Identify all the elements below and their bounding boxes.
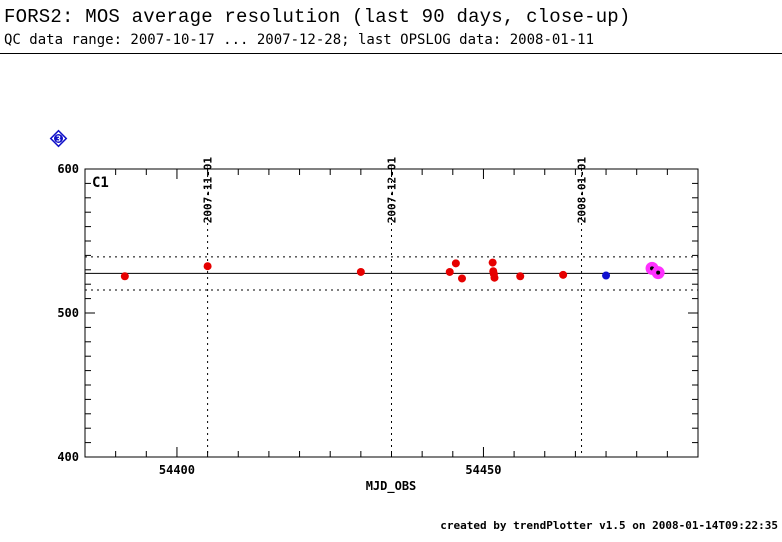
panel-label: C1 (92, 175, 109, 191)
data-point (490, 274, 498, 282)
footer-credit: created by trendPlotter v1.5 on 2008-01-… (440, 519, 778, 532)
data-point (559, 271, 567, 279)
data-point (458, 274, 466, 282)
x-tick-label: 54400 (159, 463, 195, 477)
data-point (489, 259, 497, 267)
x-axis-label: MJD_OBS (366, 479, 417, 494)
x-tick-label: 54450 (465, 463, 501, 477)
trend-plot: 3 54400 54450 400 500 600 2007-11-01 2007-12-… (0, 0, 782, 542)
status-badge-label: 3 (56, 135, 61, 144)
axis-ticks: 54400 54450 400 500 600 (57, 162, 698, 477)
data-point (516, 272, 524, 280)
data-point (446, 268, 454, 276)
data-point (602, 272, 610, 280)
date-marker-label: 2007-12-01 (386, 157, 399, 224)
status-badge: 3 (51, 131, 67, 147)
y-tick-label: 500 (57, 306, 79, 320)
data-point (204, 262, 212, 270)
date-markers: 2007-11-01 2007-12-01 2008-01-01 (202, 157, 589, 457)
y-tick-label: 400 (57, 450, 79, 464)
data-points (121, 259, 665, 283)
date-marker-label: 2008-01-01 (576, 157, 589, 224)
data-point (452, 259, 460, 267)
y-tick-label: 600 (57, 162, 79, 176)
data-point (121, 272, 129, 280)
data-point-center (656, 271, 660, 275)
date-marker-label: 2007-11-01 (202, 157, 215, 224)
data-point (357, 268, 365, 276)
